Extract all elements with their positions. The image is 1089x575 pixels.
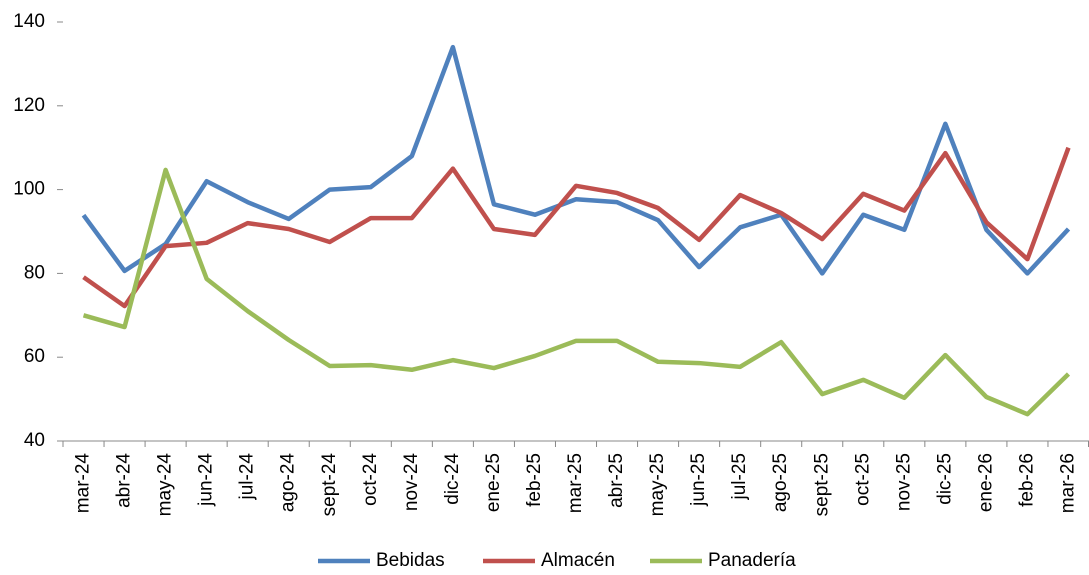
x-tick-label: ene-26 (975, 453, 996, 512)
y-tick-label: 100 (13, 179, 45, 200)
y-tick-label: 80 (24, 262, 45, 283)
x-tick-label: oct-24 (360, 453, 381, 506)
x-tick-label: feb-26 (1016, 453, 1037, 507)
x-tick-label: dic-25 (934, 453, 955, 505)
x-tick-label: may-24 (155, 453, 176, 517)
y-tick-label: 40 (24, 430, 45, 451)
x-tick-label: oct-25 (852, 453, 873, 506)
x-tick-label: may-25 (647, 453, 668, 516)
y-tick-label: 120 (13, 95, 45, 116)
line-series (81, 44, 1071, 276)
y-tick-label: 140 (13, 11, 45, 32)
x-tick-label: jun-24 (196, 453, 217, 507)
line-series (82, 146, 1071, 309)
x-tick-label: abr-24 (114, 453, 135, 508)
legend-label: Bebidas (376, 550, 445, 570)
line-series (82, 167, 1071, 417)
y-tick-label: 60 (24, 346, 45, 367)
legend-label: Panadería (708, 550, 796, 570)
x-tick-label: ene-25 (483, 453, 504, 512)
legend-label: Almacén (541, 550, 615, 570)
x-tick-label: nov-24 (401, 453, 422, 512)
x-tick-label: mar-25 (565, 453, 586, 513)
x-tick-label: ago-25 (770, 453, 791, 512)
x-tick-label: ago-24 (278, 453, 299, 513)
x-tick-label: dic-24 (442, 453, 463, 505)
x-tick-label: mar-24 (73, 453, 94, 514)
x-tick-label: jul-24 (237, 453, 258, 501)
x-tick-label: nov-25 (893, 453, 914, 511)
x-tick-label: sept-25 (811, 453, 832, 516)
x-tick-label: abr-25 (606, 453, 627, 508)
x-tick-label: jun-25 (688, 453, 709, 507)
x-tick-label: feb-25 (524, 453, 545, 507)
x-tick-label: sept-24 (319, 453, 340, 517)
x-tick-label: mar-26 (1057, 453, 1078, 513)
x-tick-label: jul-25 (729, 453, 750, 500)
